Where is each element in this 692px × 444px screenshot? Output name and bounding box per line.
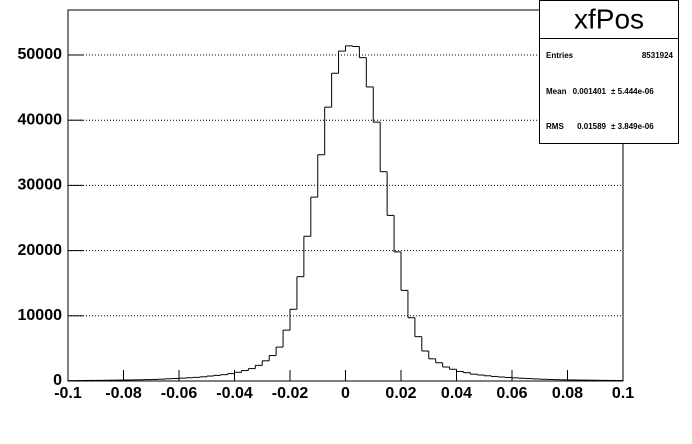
x-tick-label: 0.02 (385, 385, 416, 402)
x-tick-label: -0.08 (105, 385, 142, 402)
stats-label: Mean (546, 87, 567, 96)
y-tick-label: 50000 (18, 46, 63, 63)
stats-value: 0.01589 (577, 122, 606, 131)
x-tick-label: -0.06 (161, 385, 198, 402)
x-tick-label: -0.02 (272, 385, 309, 402)
stats-title: xfPos (574, 3, 644, 34)
stats-error: ± 3.849e-06 (611, 122, 654, 131)
stats-error: ± 5.444e-06 (611, 87, 654, 96)
x-tick-label: -0.1 (54, 385, 82, 402)
stats-frame (539, 0, 679, 144)
x-tick-label: 0 (341, 385, 350, 402)
x-tick-label: 0.04 (441, 385, 472, 402)
y-tick-label: 0 (53, 372, 62, 389)
x-tick-label: -0.04 (216, 385, 253, 402)
x-tick-label: 0.1 (612, 385, 634, 402)
y-tick-label: 10000 (18, 307, 63, 324)
stats-value: 8531924 (642, 51, 674, 60)
y-tick-label: 30000 (18, 177, 63, 194)
x-tick-label: 0.08 (552, 385, 583, 402)
x-tick-label: 0.06 (496, 385, 527, 402)
y-tick-label: 40000 (18, 111, 63, 128)
stats-label: RMS (546, 122, 564, 131)
stats-box: xfPos Entries 8531924 Mean 0.001401 ± 5.… (539, 0, 679, 144)
stats-label: Entries (546, 51, 574, 60)
stats-value: 0.001401 (573, 87, 607, 96)
y-tick-label: 20000 (18, 242, 63, 259)
